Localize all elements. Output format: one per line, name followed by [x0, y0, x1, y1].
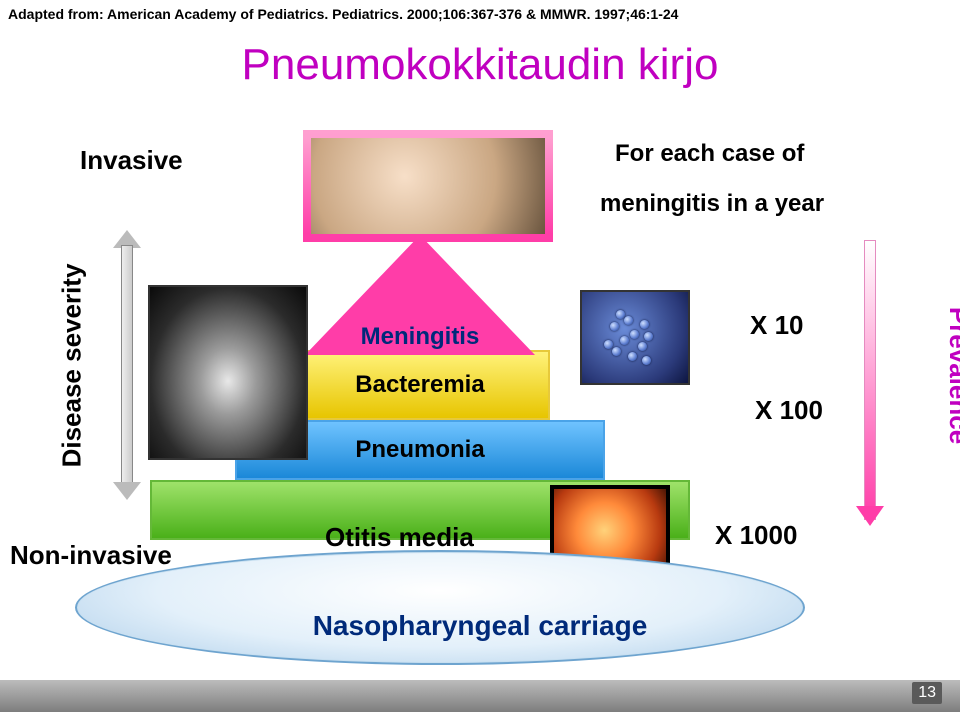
meningitis-label: Meningitis: [305, 323, 535, 351]
pneumococcus-cells-photo: [580, 290, 690, 385]
x10-label: X 10: [750, 310, 804, 341]
otitis-media-label: Otitis media: [325, 522, 474, 553]
footer-bar: [0, 680, 960, 712]
nasopharyngeal-label: Nasopharyngeal carriage: [0, 610, 960, 642]
disease-severity-axis-label: Disease severity: [56, 264, 87, 468]
prevalence-arrow: [858, 230, 882, 520]
x100-label: X 100: [755, 395, 823, 426]
arrow-shaft: [864, 240, 876, 520]
severity-arrow: [115, 230, 139, 500]
chest-xray-photo: [148, 285, 308, 460]
page-number: 13: [912, 682, 942, 704]
arrow-down-icon: [113, 482, 141, 500]
noninvasive-label: Non-invasive: [10, 540, 172, 571]
citation-text: Adapted from: American Academy of Pediat…: [8, 6, 678, 22]
nasopharyngeal-ellipse: [75, 550, 805, 665]
infant-icu-photo: [303, 130, 553, 242]
cells-dots: [582, 292, 688, 383]
prevalence-axis-label: Prevalence: [943, 307, 960, 444]
slide-title: Pneumokokkitaudin kirjo: [0, 40, 960, 90]
layer-bacteremia: Bacteremia: [290, 350, 550, 420]
arrow-shaft: [121, 245, 133, 485]
x1000-label: X 1000: [715, 520, 797, 551]
layer-meningitis: Meningitis: [305, 235, 535, 355]
arrow-down-icon: [856, 506, 884, 526]
